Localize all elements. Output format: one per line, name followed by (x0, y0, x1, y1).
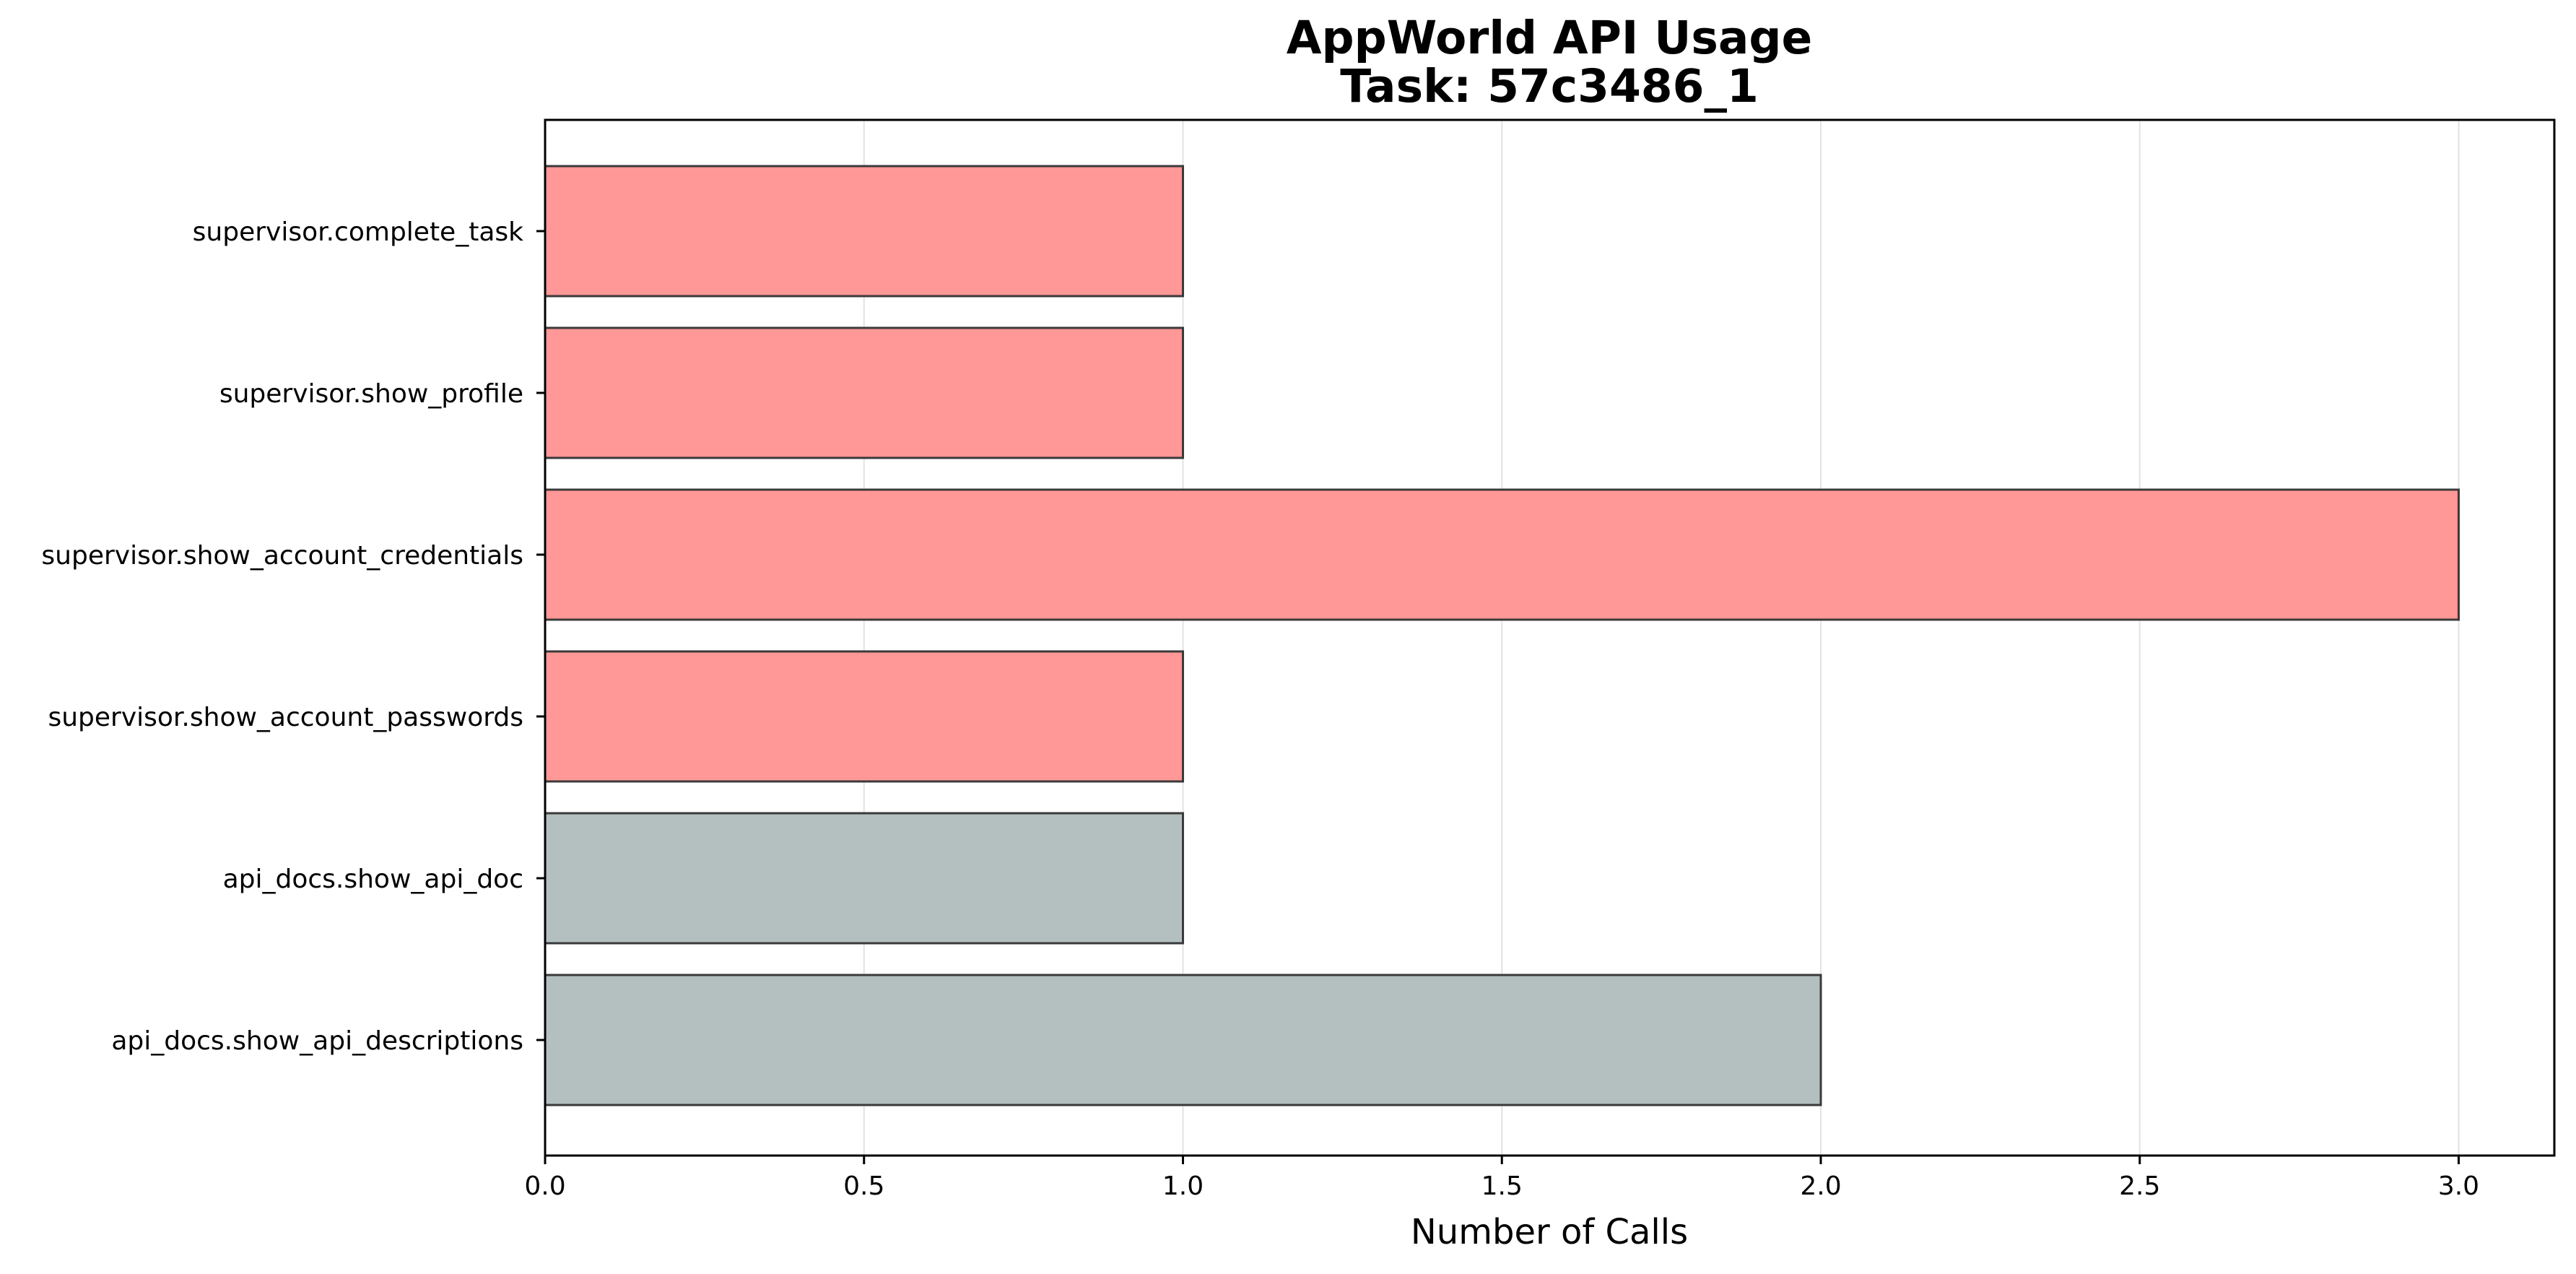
y-tick-label: supervisor.show_account_credentials (41, 541, 523, 571)
x-tick-label: 2.5 (2119, 1171, 2160, 1201)
y-tick-label: supervisor.show_account_passwords (48, 703, 523, 732)
x-tick-label: 2.0 (1800, 1171, 1841, 1201)
y-tick-label: api_docs.show_api_descriptions (111, 1026, 523, 1056)
bar-supervisor-show-account-credentials (544, 488, 2460, 621)
bar-supervisor-show-profile (544, 326, 1184, 459)
x-ticks: 0.0 0.5 1.0 1.5 2.0 2.5 3.0 (524, 1156, 2479, 1201)
y-tick-label: supervisor.complete_task (193, 217, 523, 247)
x-tick-label: 0.5 (843, 1171, 884, 1201)
x-tick-label: 3.0 (2438, 1171, 2479, 1201)
y-ticks: supervisor.complete_task supervisor.show_… (41, 217, 545, 1056)
chart-subtitle: Task: 57c3486_1 (1340, 60, 1759, 113)
y-tick-label: supervisor.show_profile (219, 379, 523, 409)
y-tick-label: api_docs.show_api_doc (223, 864, 523, 894)
x-tick-label: 0.0 (524, 1171, 565, 1201)
bar-api-docs-show-api-descriptions (544, 974, 1822, 1106)
bar-api-docs-show-api-doc (544, 812, 1184, 945)
x-tick-label: 1.5 (1481, 1171, 1523, 1201)
x-axis-label: Number of Calls (1411, 1212, 1688, 1252)
bar-supervisor-complete-task (544, 165, 1184, 298)
plot-frame (544, 118, 2556, 1157)
bars (544, 165, 2460, 1106)
x-tick-label: 1.0 (1162, 1171, 1204, 1201)
chart-title: AppWorld API Usage (1287, 12, 1812, 64)
bar-supervisor-show-account-passwords (544, 650, 1184, 783)
